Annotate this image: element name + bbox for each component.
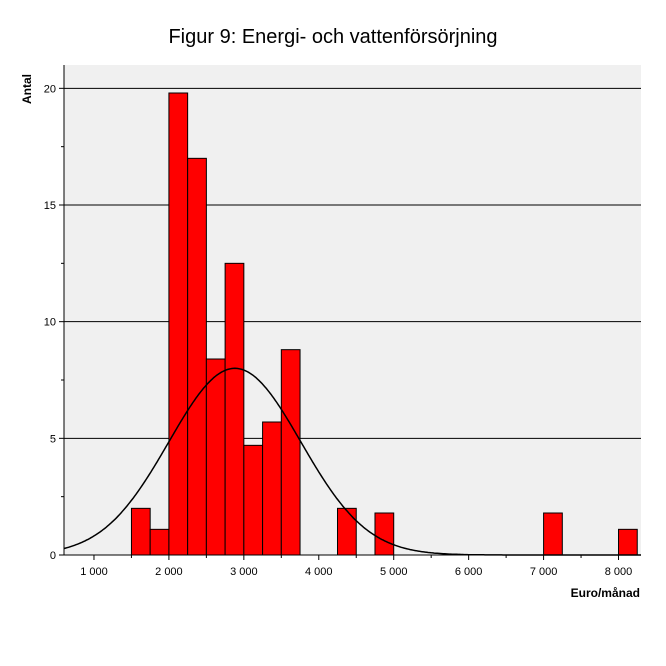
x-tick-label: 3 000 <box>230 566 258 578</box>
y-tick-label: 0 <box>50 550 56 562</box>
histogram-bar <box>280 349 301 556</box>
histogram-bar <box>130 507 151 556</box>
y-tick-label: 20 <box>44 83 56 95</box>
histogram-bar <box>168 92 189 556</box>
plot-background <box>64 65 641 555</box>
histogram-bar <box>149 528 170 556</box>
x-tick-label: 7 000 <box>530 566 558 578</box>
x-tick-label: 5 000 <box>380 566 408 578</box>
histogram-bar <box>543 512 563 556</box>
histogram-bar <box>374 512 395 556</box>
x-axis-label: Euro/månad <box>570 586 640 600</box>
y-tick-label: 15 <box>44 200 56 212</box>
x-tick-label: 2 000 <box>155 566 183 578</box>
x-tick-label: 1 000 <box>80 566 108 578</box>
histogram-bar <box>187 157 207 556</box>
histogram-bar <box>243 444 264 556</box>
y-tick-label: 5 <box>50 433 56 445</box>
chart-title: Figur 9: Energi- och vattenförsörjning <box>168 26 498 48</box>
x-tick-label: 8 000 <box>605 566 633 578</box>
x-tick-label: 6 000 <box>455 566 483 578</box>
histogram-bar <box>224 262 245 556</box>
histogram-bar <box>618 528 638 556</box>
x-tick-label: 4 000 <box>305 566 333 578</box>
histogram-bar <box>337 507 357 556</box>
histogram-bar <box>205 358 226 556</box>
histogram-bar <box>262 421 282 556</box>
y-tick-label: 10 <box>44 317 56 329</box>
